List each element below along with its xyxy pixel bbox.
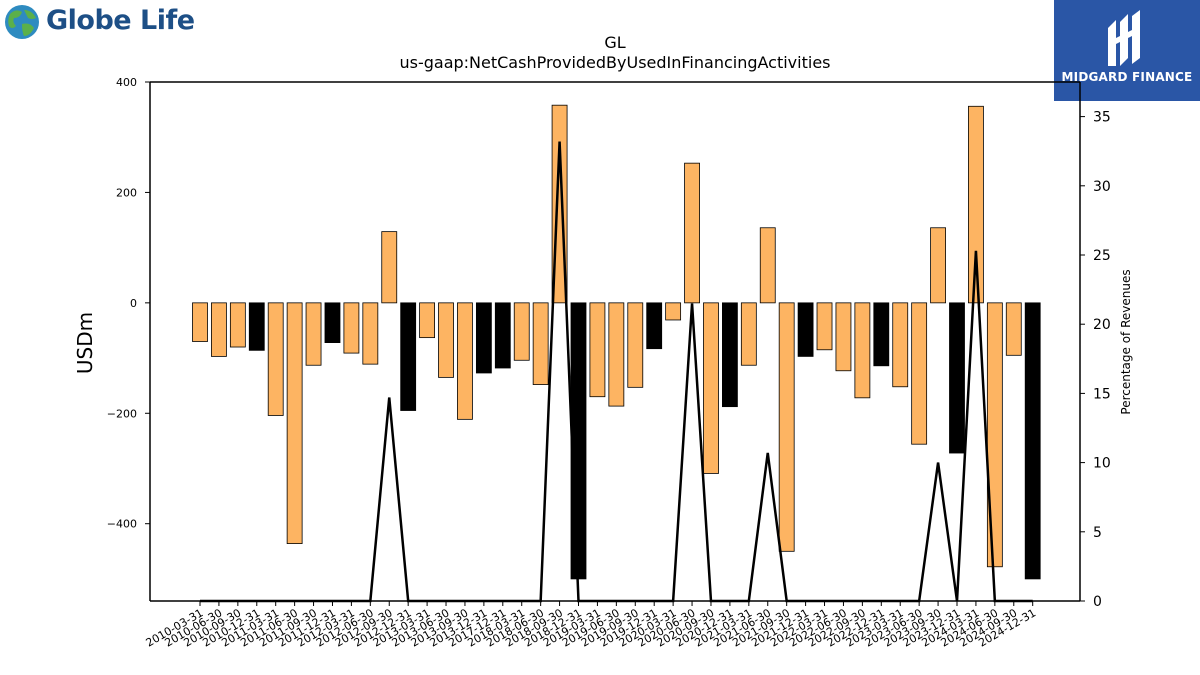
chart-subtitle: us-gaap:NetCashProvidedByUsedInFinancing…	[399, 53, 830, 72]
bar-2022-12-31	[873, 302, 890, 367]
bar-2024-12-31	[1024, 302, 1041, 580]
bar-2021-12-31	[797, 302, 814, 357]
y-axis-right: 0 5 10 15 20 25 30 35	[1080, 110, 1111, 610]
y-axis-label: USDm	[73, 312, 97, 374]
bar-2010-12-31	[248, 302, 265, 351]
y-tick-label: 200	[116, 186, 137, 199]
x-axis: 2010-03-312010-06-302010-09-302010-12-31…	[144, 601, 1038, 650]
bar-2019-09-30	[627, 302, 644, 388]
bar-2023-06-30	[911, 302, 928, 445]
midgard-finance-logo: MIDGARD FINANCE	[1054, 0, 1200, 101]
y-tick-label: −400	[107, 518, 137, 531]
bar-2012-12-31	[400, 302, 417, 411]
y-tick-label: 0	[130, 297, 137, 310]
globe-life-logo: Globe Life	[4, 2, 204, 44]
chart-title: GL	[604, 33, 625, 52]
bar-2018-03-31	[513, 302, 530, 361]
midgard-finance-logo-text: MIDGARD FINANCE	[1061, 70, 1193, 84]
bar-2023-12-31	[949, 302, 965, 454]
bar-2010-09-30	[229, 302, 246, 348]
bar-2018-12-31	[570, 302, 587, 580]
y2-tick-label: 35	[1093, 110, 1111, 126]
y2-tick-label: 15	[1093, 386, 1111, 402]
bar-2019-03-31	[589, 302, 606, 398]
bar-series	[192, 104, 1041, 580]
bar-2022-09-30	[854, 302, 871, 399]
bar-2013-06-30	[438, 302, 454, 378]
bar-2020-03-31	[665, 302, 682, 321]
bar-2020-09-30	[703, 302, 719, 474]
bar-2023-03-31	[892, 302, 909, 388]
globe-icon	[5, 5, 39, 39]
bar-2019-06-30	[608, 302, 625, 407]
bar-2011-06-30	[286, 302, 303, 544]
bar-2013-03-31	[419, 302, 436, 339]
bar-2021-06-30	[759, 227, 776, 304]
bar-2012-06-30	[362, 302, 379, 365]
bar-2021-03-31	[740, 302, 757, 366]
midgard-mark-icon	[1108, 10, 1140, 66]
bar-2011-03-31	[267, 302, 284, 416]
globe-life-logo-text: Globe Life	[46, 5, 195, 36]
bar-2024-03-31	[968, 105, 984, 304]
y-tick-label: 400	[116, 76, 137, 89]
y2-tick-label: 20	[1093, 317, 1111, 333]
bar-2024-09-30	[1005, 302, 1022, 356]
bar-2012-09-30	[381, 231, 398, 304]
y2-tick-label: 30	[1093, 179, 1111, 195]
bar-2011-12-31	[324, 302, 341, 344]
bar-2022-03-31	[816, 302, 833, 351]
bar-2017-12-31	[494, 302, 511, 369]
bar-2012-03-31	[343, 302, 360, 354]
bar-2019-12-31	[646, 302, 663, 350]
bar-2018-06-30	[532, 302, 549, 385]
bar-2011-09-30	[305, 302, 322, 366]
bar-2010-06-30	[211, 302, 227, 357]
bar-2020-12-31	[722, 302, 738, 408]
y-tick-label: −200	[107, 407, 137, 420]
bar-2024-06-30	[986, 302, 1003, 568]
bar-2022-06-30	[835, 302, 852, 372]
bar-2013-09-30	[457, 302, 473, 420]
bar-2020-06-30	[684, 162, 700, 304]
y-axis-left: 400 200 0 −200 −400	[107, 76, 150, 531]
plot-frame	[149, 81, 1081, 602]
y2-tick-label: 0	[1093, 594, 1102, 610]
bar-2010-03-31	[192, 302, 208, 342]
bar-2013-12-31	[475, 302, 492, 374]
y2-axis-label: Percentage of Revenues	[1119, 269, 1133, 414]
bar-2021-09-30	[778, 302, 795, 552]
y2-tick-label: 25	[1093, 248, 1111, 264]
bar-2023-09-30	[930, 227, 946, 304]
y2-tick-label: 10	[1093, 456, 1111, 472]
y2-tick-label: 5	[1093, 525, 1102, 541]
